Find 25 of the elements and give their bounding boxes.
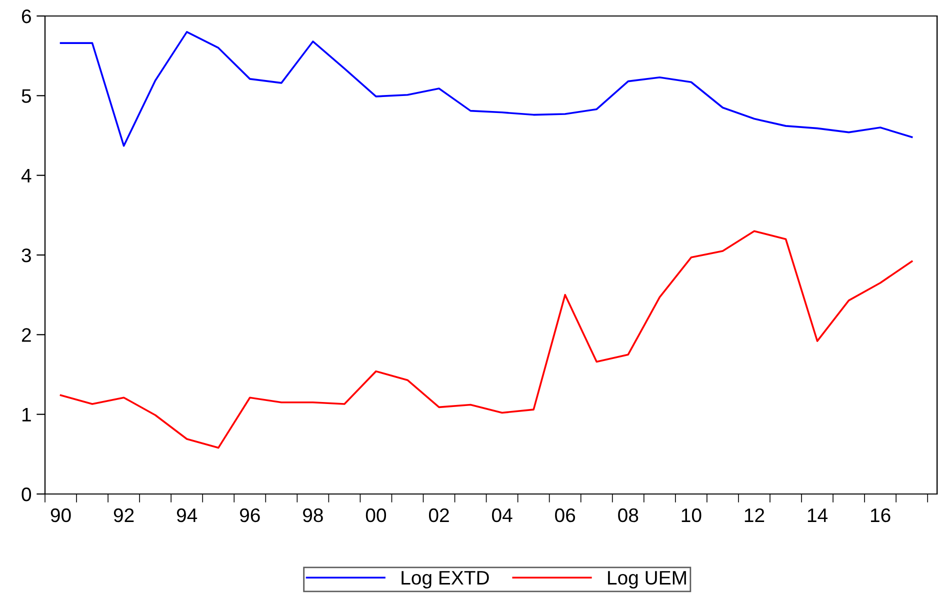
x-tick-label: 16 xyxy=(870,508,890,522)
x-tick-label: 14 xyxy=(808,508,828,522)
x-tick-label: 92 xyxy=(114,508,134,522)
x-tick-label: 94 xyxy=(176,508,198,522)
legend-label: Log UEM xyxy=(608,571,686,588)
x-tick-label: 10 xyxy=(682,508,702,522)
legend-label: Log EXTD xyxy=(402,571,489,588)
x-tick-label: 90 xyxy=(50,508,71,522)
x-tick-label: 06 xyxy=(555,508,576,522)
x-tick-label: 00 xyxy=(366,508,386,522)
x-tick-label: 08 xyxy=(618,508,638,522)
y-tick-label: 3 xyxy=(22,248,31,262)
y-tick-label: 0 xyxy=(22,487,32,502)
y-tick-label: 4 xyxy=(21,169,32,182)
y-tick-label: 2 xyxy=(22,328,31,342)
x-tick-label: 04 xyxy=(492,508,512,522)
x-tick-label: 96 xyxy=(240,508,260,522)
y-tick-label: 5 xyxy=(22,89,31,103)
y-tick-label: 1 xyxy=(22,408,31,422)
y-tick-label: 6 xyxy=(22,9,31,24)
x-tick-label: 12 xyxy=(744,508,764,522)
line-series xyxy=(60,31,913,147)
x-tick-label: 02 xyxy=(428,508,449,522)
x-tick-label: 98 xyxy=(303,508,323,522)
line-series xyxy=(60,230,913,449)
